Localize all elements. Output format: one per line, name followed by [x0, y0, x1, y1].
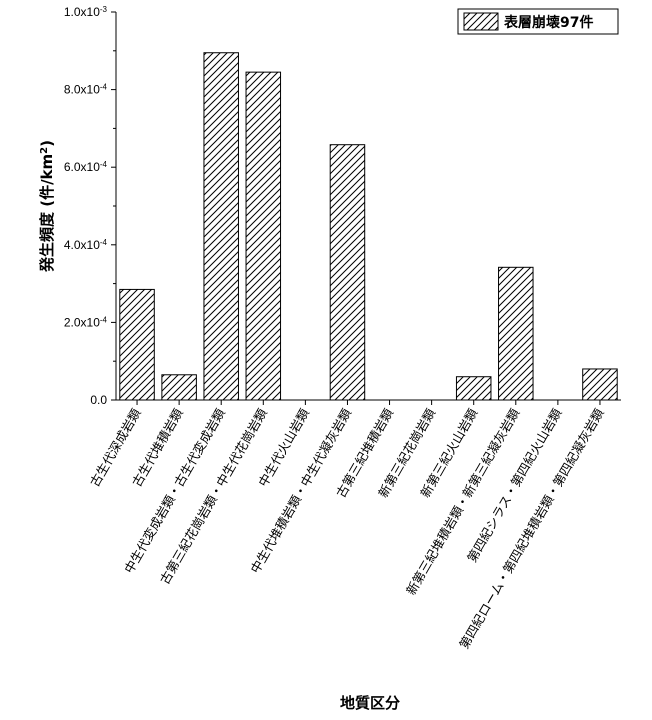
- y-tick-label-base: 6.0x10: [64, 160, 100, 174]
- bar: [455, 376, 492, 401]
- y-axis-title-end: ): [38, 140, 56, 147]
- y-tick-label-base: 2.0x10: [64, 315, 100, 329]
- y-tick-label: 4.0x10-4: [64, 237, 108, 252]
- bar: [582, 368, 618, 401]
- y-tick-label-exponent: -4: [100, 82, 108, 91]
- y-tick-label-base: 4.0x10: [64, 238, 100, 252]
- legend-label: 表層崩壊97件: [503, 14, 593, 31]
- y-tick-label: 1.0x10-3: [64, 5, 108, 20]
- y-tick-label-exponent: -4: [100, 315, 108, 324]
- y-axis-title: 発生頻度 (件/km2): [38, 140, 56, 273]
- x-axis-ticks: [136, 400, 601, 405]
- bar: [245, 71, 282, 401]
- y-tick-label-base: 0.0: [90, 393, 107, 407]
- y-tick-label: 6.0x10-4: [64, 160, 108, 175]
- y-axis-ticks: 0.02.0x10-44.0x10-46.0x10-48.0x10-41.0x1…: [64, 5, 116, 407]
- y-tick-label-exponent: -3: [100, 5, 108, 14]
- y-axis-title-sup: 2: [39, 147, 50, 154]
- legend: 表層崩壊97件: [457, 8, 619, 35]
- bar: [203, 52, 239, 401]
- plot-frame: [115, 12, 621, 401]
- y-tick-label-exponent: -4: [100, 160, 108, 169]
- category-labels: 古生代深成岩類古生代堆積岩類中生代変成岩類・古生代変成岩類古第三紀花崗岩類・中生…: [87, 406, 607, 652]
- y-tick-label: 2.0x10-4: [64, 315, 108, 330]
- bars: [119, 52, 618, 401]
- y-tick-label-exponent: -4: [100, 237, 108, 246]
- y-tick-label: 0.0: [90, 393, 107, 407]
- y-tick-label-base: 1.0x10: [64, 5, 100, 19]
- legend-swatch: [463, 12, 499, 31]
- bar: [329, 144, 366, 401]
- bar: [161, 374, 197, 401]
- bar: [119, 288, 155, 401]
- y-axis-title-main: 発生頻度 (件/km: [38, 154, 56, 273]
- bar: [498, 266, 534, 401]
- x-axis-title: 地質区分: [340, 694, 400, 712]
- y-tick-label: 8.0x10-4: [64, 82, 108, 97]
- y-tick-label-base: 8.0x10: [64, 83, 100, 97]
